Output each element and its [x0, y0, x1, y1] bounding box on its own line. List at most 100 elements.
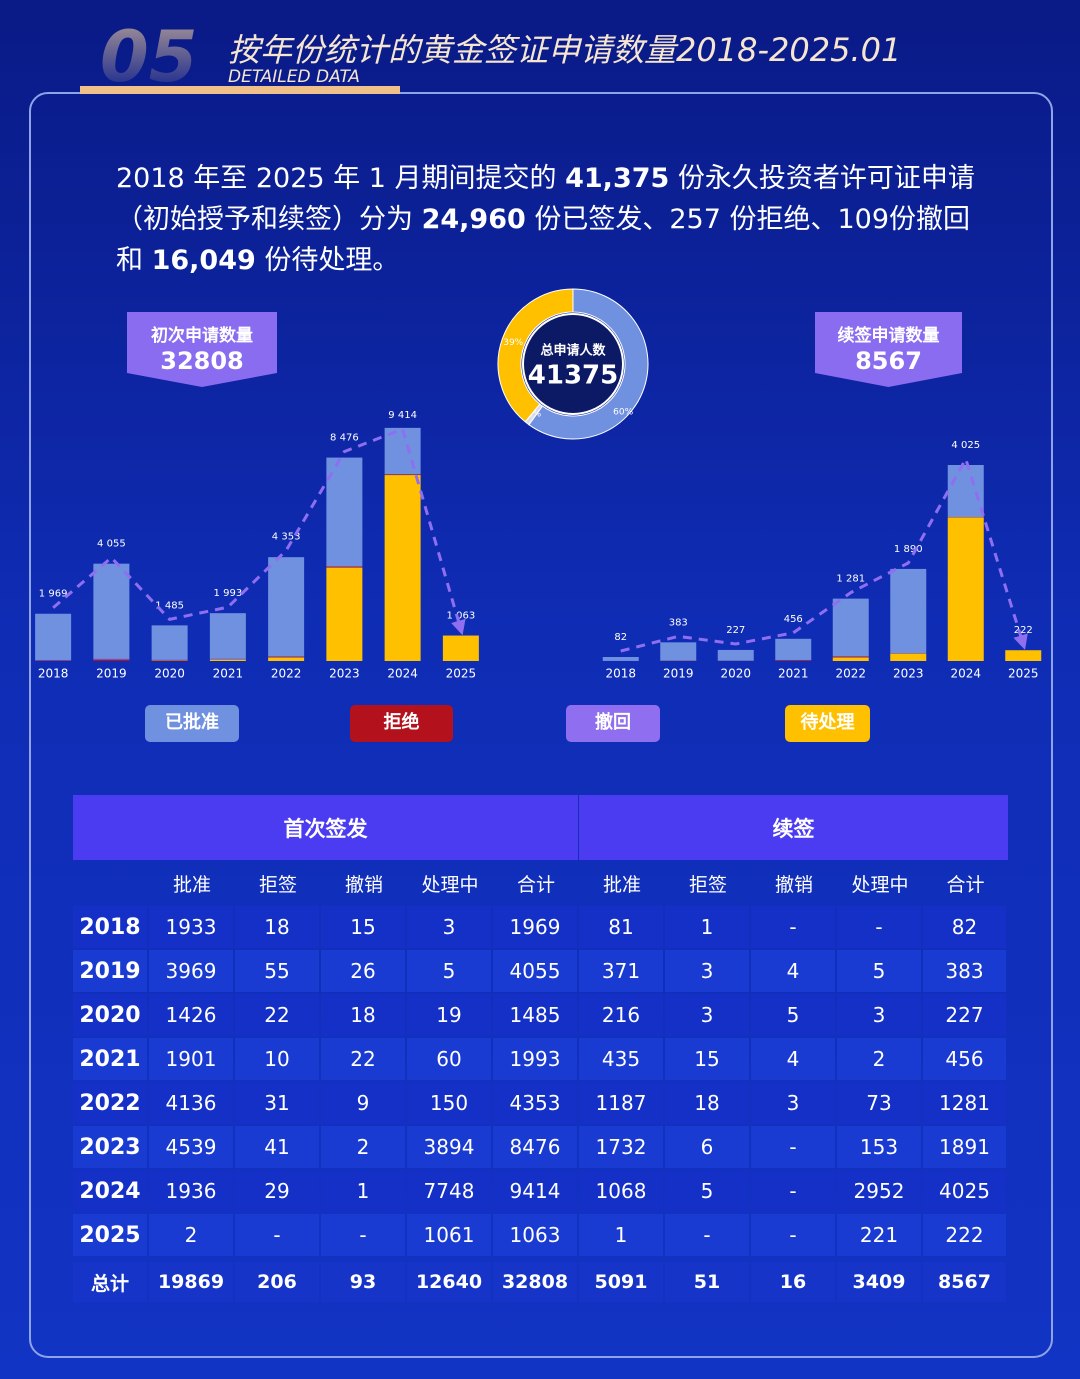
table-cell: 435 [579, 1038, 663, 1080]
bar-segment [384, 475, 421, 661]
header-card [815, 312, 962, 387]
table-cell: - [665, 1214, 749, 1256]
table-cell: 2 [149, 1214, 233, 1256]
table-cell: 1063 [493, 1214, 577, 1256]
bar-segment [660, 642, 697, 661]
table-cell: 4 [751, 950, 835, 992]
table-cell: 4 [751, 1038, 835, 1080]
table-cell: 8567 [923, 1262, 1006, 1302]
x-tick-label: 2018 [605, 667, 636, 681]
table-cell: 1485 [493, 994, 577, 1036]
table-cell: 1426 [149, 994, 233, 1036]
total-line [52, 427, 466, 636]
x-tick-label: 2021 [778, 667, 809, 681]
donut-slice [497, 288, 574, 423]
table-cell: 5091 [579, 1262, 663, 1302]
total-label: 1 281 [836, 574, 865, 585]
x-tick-label: 2023 [893, 667, 924, 681]
legend-label: 撤回 [595, 711, 631, 733]
table-cell: 60 [407, 1038, 491, 1080]
table-cell: 26 [321, 950, 405, 992]
table-group-header: 续签 [579, 795, 1008, 860]
total-label: 456 [784, 614, 803, 625]
table-cell: 222 [923, 1214, 1006, 1256]
table-cell: 1 [665, 906, 749, 948]
table-cell: 3894 [407, 1126, 491, 1168]
bar-segment [209, 658, 246, 660]
table-cell: 383 [923, 950, 1006, 992]
bar-segment [832, 598, 869, 657]
bar-segment [93, 563, 130, 659]
table-cell: - [751, 1214, 835, 1256]
table-cell: 9414 [493, 1170, 577, 1212]
table-cell: 206 [235, 1262, 319, 1302]
column-header: 拒签 [688, 873, 727, 896]
table-cell: 1936 [149, 1170, 233, 1212]
table-cell: 227 [923, 994, 1006, 1036]
column-header: 撤销 [774, 873, 813, 896]
table-cell: 81 [579, 906, 663, 948]
table-cell: 32808 [493, 1262, 577, 1302]
bar-segment [93, 658, 130, 660]
table-cell: 5 [407, 950, 491, 992]
table-cell: 1 [579, 1214, 663, 1256]
table-cell: 19 [407, 994, 491, 1036]
table-cell: 12640 [407, 1262, 491, 1302]
table-cell: 1891 [923, 1126, 1006, 1168]
table-cell: 221 [837, 1214, 921, 1256]
card-title: 初次申请数量 [151, 325, 253, 346]
table-cell: 456 [923, 1038, 1006, 1080]
total-label: 1 969 [39, 589, 68, 600]
table-cell: 1 [321, 1170, 405, 1212]
total-label: 4 055 [97, 539, 126, 550]
total-label: 1 485 [155, 600, 184, 611]
total-label: 8 476 [330, 433, 359, 444]
table-cell: 3 [665, 994, 749, 1036]
row-label: 2025 [73, 1214, 147, 1256]
total-label: 1 890 [894, 544, 923, 555]
bar-segment [326, 567, 363, 661]
table-cell: - [751, 1126, 835, 1168]
table-cell: - [837, 906, 921, 948]
summary-text: 2018 年至 2025 年 1 月期间提交的 [116, 163, 566, 194]
table-cell: 29 [235, 1170, 319, 1212]
summary-text: 份永久投资者许可证申请（初始授予和续签）分为 [116, 163, 975, 235]
table-cell: 3 [665, 950, 749, 992]
bar-segment [384, 474, 421, 476]
table-cell: 16 [751, 1262, 835, 1302]
table-cell: 3 [407, 906, 491, 948]
bar-segment [602, 657, 639, 661]
table-cell: 19869 [149, 1262, 233, 1302]
legend-swatch [785, 705, 870, 742]
table-cell: 1969 [493, 906, 577, 948]
table-cell: 1061 [407, 1214, 491, 1256]
table-cell: 31 [235, 1082, 319, 1124]
row-label: 总计 [73, 1262, 147, 1302]
table-cell: 3 [837, 994, 921, 1036]
row-label: 2021 [73, 1038, 147, 1080]
table-cell: 5 [751, 994, 835, 1036]
bar-segment [35, 613, 72, 661]
table-cell: 1732 [579, 1126, 663, 1168]
x-tick-label: 2025 [446, 667, 477, 681]
donut-title: 总申请人数 [540, 343, 606, 359]
table-cell: 4136 [149, 1082, 233, 1124]
column-header: 拒签 [258, 873, 297, 896]
total-label: 1 063 [447, 610, 476, 621]
table-cell: 4055 [493, 950, 577, 992]
table-cell: - [235, 1214, 319, 1256]
column-header: 批准 [602, 873, 641, 896]
table-cell: 1281 [923, 1082, 1006, 1124]
table-cell: 18 [665, 1082, 749, 1124]
bar-segment [947, 517, 984, 661]
donut-center [522, 313, 624, 415]
legend-swatch [145, 705, 239, 742]
x-tick-label: 2021 [213, 667, 244, 681]
bar-segment [832, 656, 869, 658]
x-tick-label: 2024 [950, 667, 981, 681]
table-cell: 18 [235, 906, 319, 948]
bar-segment [947, 465, 984, 518]
total-label: 383 [669, 617, 688, 628]
